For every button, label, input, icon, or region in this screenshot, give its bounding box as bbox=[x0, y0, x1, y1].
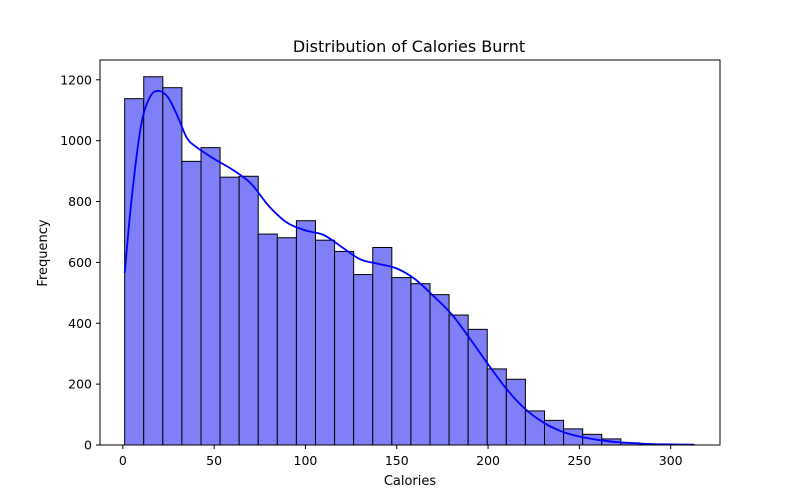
histogram-bar bbox=[372, 246, 393, 446]
x-tick-label: 250 bbox=[567, 453, 591, 468]
x-tick-label: 50 bbox=[206, 453, 222, 468]
plot-frame bbox=[99, 59, 721, 446]
histogram-bar bbox=[124, 98, 145, 446]
y-tick-label: 200 bbox=[68, 377, 92, 392]
histogram-bar bbox=[257, 233, 278, 446]
x-tick-label: 200 bbox=[476, 453, 500, 468]
histogram-bar bbox=[505, 378, 526, 446]
kde-curve bbox=[123, 90, 695, 446]
histogram-bar bbox=[486, 368, 507, 446]
histogram-bar bbox=[162, 87, 183, 446]
histogram-bar bbox=[334, 250, 355, 446]
histogram-bar bbox=[181, 160, 202, 446]
y-tick-label: 1200 bbox=[60, 72, 92, 87]
histogram-bar bbox=[448, 314, 469, 446]
y-tick-label: 800 bbox=[68, 194, 92, 209]
x-tick-label: 150 bbox=[385, 453, 409, 468]
x-axis-ticks: 0 50 100 150 200 250 300 bbox=[119, 445, 683, 468]
chart-title: Distribution of Calories Burnt bbox=[293, 37, 525, 56]
x-tick-label: 300 bbox=[659, 453, 683, 468]
y-axis-label: Frequency bbox=[36, 219, 51, 286]
bars-group bbox=[124, 76, 679, 446]
histogram-bar bbox=[391, 277, 412, 446]
histogram-bar bbox=[467, 328, 488, 446]
histogram-bar bbox=[143, 76, 164, 446]
histogram-bar bbox=[276, 237, 297, 446]
histogram-bar bbox=[410, 283, 431, 446]
histogram-bar bbox=[353, 274, 374, 446]
histogram-bar bbox=[295, 220, 316, 446]
histogram-bar bbox=[238, 175, 259, 446]
x-tick-label: 0 bbox=[119, 453, 127, 468]
x-axis-label: Calories bbox=[384, 474, 437, 489]
x-tick-label: 100 bbox=[294, 453, 318, 468]
histogram-bar bbox=[314, 239, 336, 446]
histogram-bar bbox=[200, 147, 221, 446]
histogram-bar bbox=[429, 294, 450, 446]
histogram-bar bbox=[219, 176, 240, 446]
y-tick-label: 400 bbox=[68, 316, 92, 331]
y-tick-label: 1000 bbox=[60, 133, 92, 148]
y-axis-ticks: 0 200 400 600 800 1000 1200 bbox=[60, 72, 100, 453]
y-tick-label: 0 bbox=[84, 438, 92, 453]
y-tick-label: 600 bbox=[68, 255, 92, 270]
